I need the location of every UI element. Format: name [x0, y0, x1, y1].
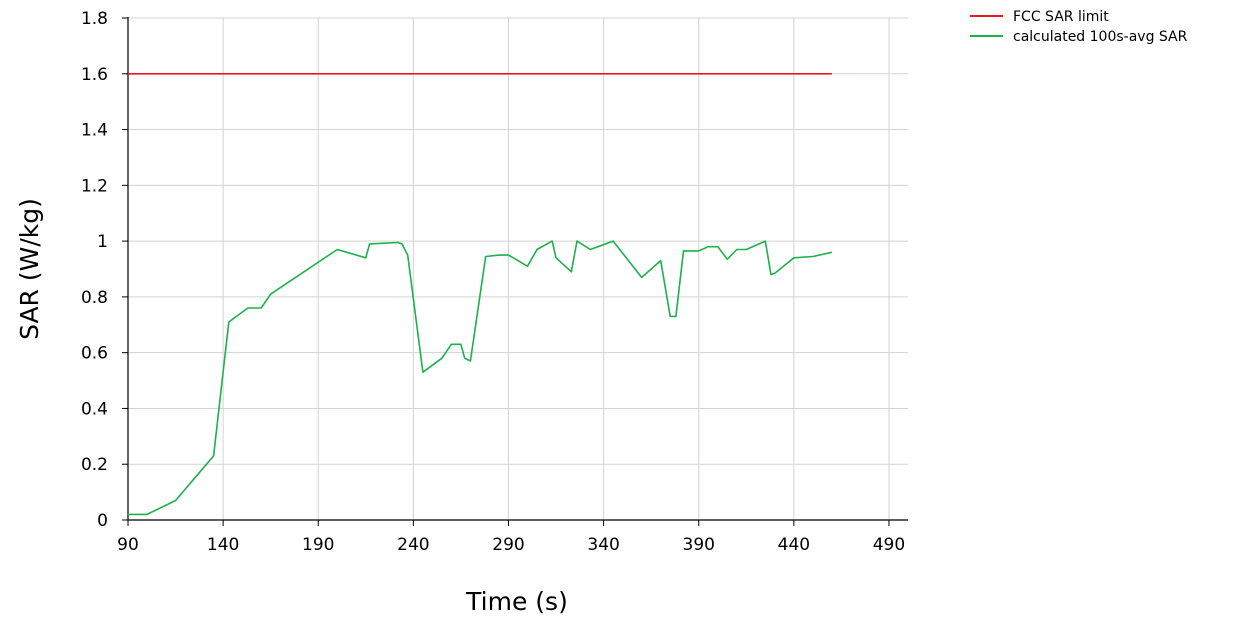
axes: [127, 17, 908, 521]
series-lines: [128, 73, 833, 516]
x-tick-label: 390: [683, 535, 715, 555]
y-tick-label: 0.6: [81, 344, 108, 364]
y-tick-label: 0.2: [81, 455, 108, 475]
x-tick-label: 90: [117, 535, 139, 555]
x-tick-label: 440: [778, 535, 810, 555]
y-tick-label: 1.8: [81, 9, 108, 29]
x-tick-label: 190: [302, 535, 334, 555]
x-tick-label: 340: [587, 535, 619, 555]
y-tick-label: 0: [97, 511, 108, 531]
x-tick-label: 290: [492, 535, 524, 555]
x-axis-ticks: 90 140 190 240 290 340 390 440 490: [117, 520, 905, 555]
y-tick-label: 1.4: [81, 121, 108, 141]
x-tick-label: 140: [207, 535, 239, 555]
y-tick-label: 1.2: [81, 176, 108, 196]
grid-lines: [128, 17, 908, 520]
legend-label: FCC SAR limit: [1013, 9, 1109, 25]
y-axis-ticks: 0 0.2 0.4 0.6 0.8 1 1.2 1.4 1.6 1.8: [81, 9, 128, 531]
x-tick-label: 240: [397, 535, 429, 555]
y-tick-label: 0.8: [81, 288, 108, 308]
series-line-1: [128, 240, 833, 516]
y-axis-title: SAR (W/kg): [15, 198, 44, 340]
legend: FCC SAR limit calculated 100s-avg SAR: [970, 9, 1188, 45]
y-tick-label: 1.6: [81, 65, 108, 85]
legend-label: calculated 100s-avg SAR: [1013, 29, 1188, 45]
x-tick-label: 490: [873, 535, 905, 555]
y-tick-label: 0.4: [81, 399, 108, 419]
x-axis-title: Time (s): [465, 587, 568, 616]
y-tick-label: 1: [97, 232, 108, 252]
